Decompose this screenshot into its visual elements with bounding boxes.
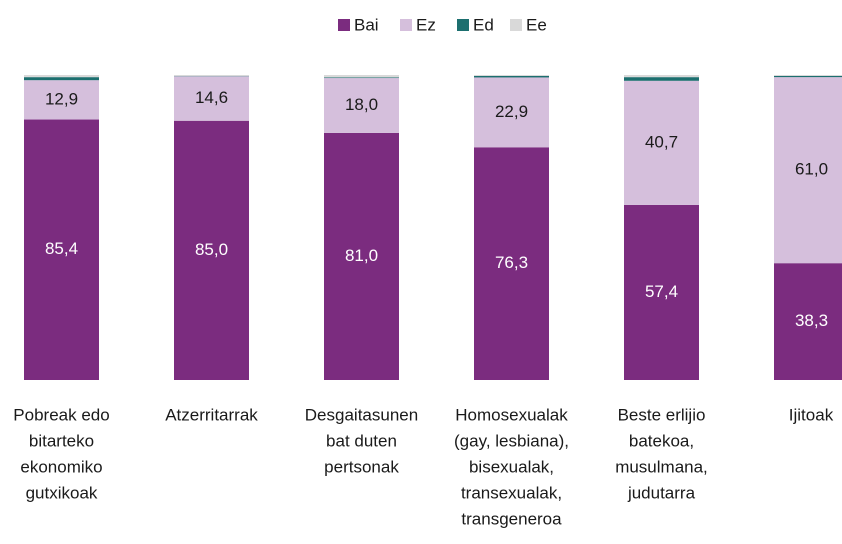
bar-segment — [324, 75, 399, 78]
legend-swatch — [510, 19, 522, 31]
x-tick-label: Pobreak edo — [13, 405, 109, 424]
data-label: 18,0 — [345, 95, 378, 114]
bar-segment — [174, 76, 249, 121]
bar-segment — [24, 80, 99, 120]
data-label: 61,0 — [795, 160, 828, 179]
bar-segment — [624, 204, 699, 380]
x-tick-label: bitarteko — [29, 431, 94, 450]
bar-segment — [624, 80, 699, 205]
bar-segment — [24, 75, 99, 78]
x-tick-label: Beste erlijio — [618, 405, 706, 424]
data-label: 81,0 — [345, 246, 378, 265]
data-label: 12,9 — [45, 89, 78, 108]
bar-segment — [624, 75, 699, 78]
data-label: 14,6 — [195, 88, 228, 107]
bar-segment — [474, 75, 549, 76]
bar-segment — [774, 75, 842, 76]
legend-label: Ed — [473, 15, 494, 34]
x-tick-label: musulmana, — [615, 457, 708, 476]
data-label: 57,4 — [645, 282, 678, 301]
x-tick-label: batekoa, — [629, 431, 694, 450]
data-label: 22,9 — [495, 102, 528, 121]
data-label: 85,4 — [45, 239, 78, 258]
x-tick-label: gutxikoak — [26, 483, 98, 502]
x-tick-label: pertsonak — [324, 457, 399, 476]
bar-segment — [474, 77, 549, 148]
legend-swatch — [457, 19, 469, 31]
x-tick-label: judutarra — [627, 483, 696, 502]
x-tick-label: transgeneroa — [461, 509, 562, 528]
bar-segment — [24, 77, 99, 81]
legend-swatch — [338, 19, 350, 31]
bar-segment — [174, 75, 249, 76]
bar-segment — [174, 120, 249, 380]
bar-segment — [624, 77, 699, 81]
x-tick-label: bisexualak, — [469, 457, 554, 476]
x-tick-label: ekonomiko — [20, 457, 102, 476]
bar-segment — [774, 77, 842, 264]
bar-segment — [324, 78, 399, 133]
x-tick-label: (gay, lesbiana), — [454, 431, 569, 450]
legend-label: Bai — [354, 15, 379, 34]
x-tick-label: Atzerritarrak — [165, 405, 258, 424]
data-label: 76,3 — [495, 253, 528, 272]
data-label: 38,3 — [795, 311, 828, 330]
bar-segment — [774, 263, 842, 380]
legend-label: Ee — [526, 15, 547, 34]
x-tick-label: bat duten — [326, 431, 397, 450]
bar-segment — [474, 147, 549, 380]
x-tick-label: transexualak, — [461, 483, 562, 502]
bar-segment — [324, 77, 399, 79]
bar-segment — [474, 75, 549, 78]
x-tick-label: Homosexualak — [455, 405, 568, 424]
x-tick-label: Ijitoak — [789, 405, 834, 424]
legend-swatch — [400, 19, 412, 31]
x-tick-label: Desgaitasunen — [305, 405, 418, 424]
legend-label: Ez — [416, 15, 436, 34]
bar-segment — [774, 75, 842, 78]
data-label: 85,0 — [195, 240, 228, 259]
bar-segment — [24, 119, 99, 380]
bar-segment — [324, 132, 399, 380]
data-label: 40,7 — [645, 132, 678, 151]
